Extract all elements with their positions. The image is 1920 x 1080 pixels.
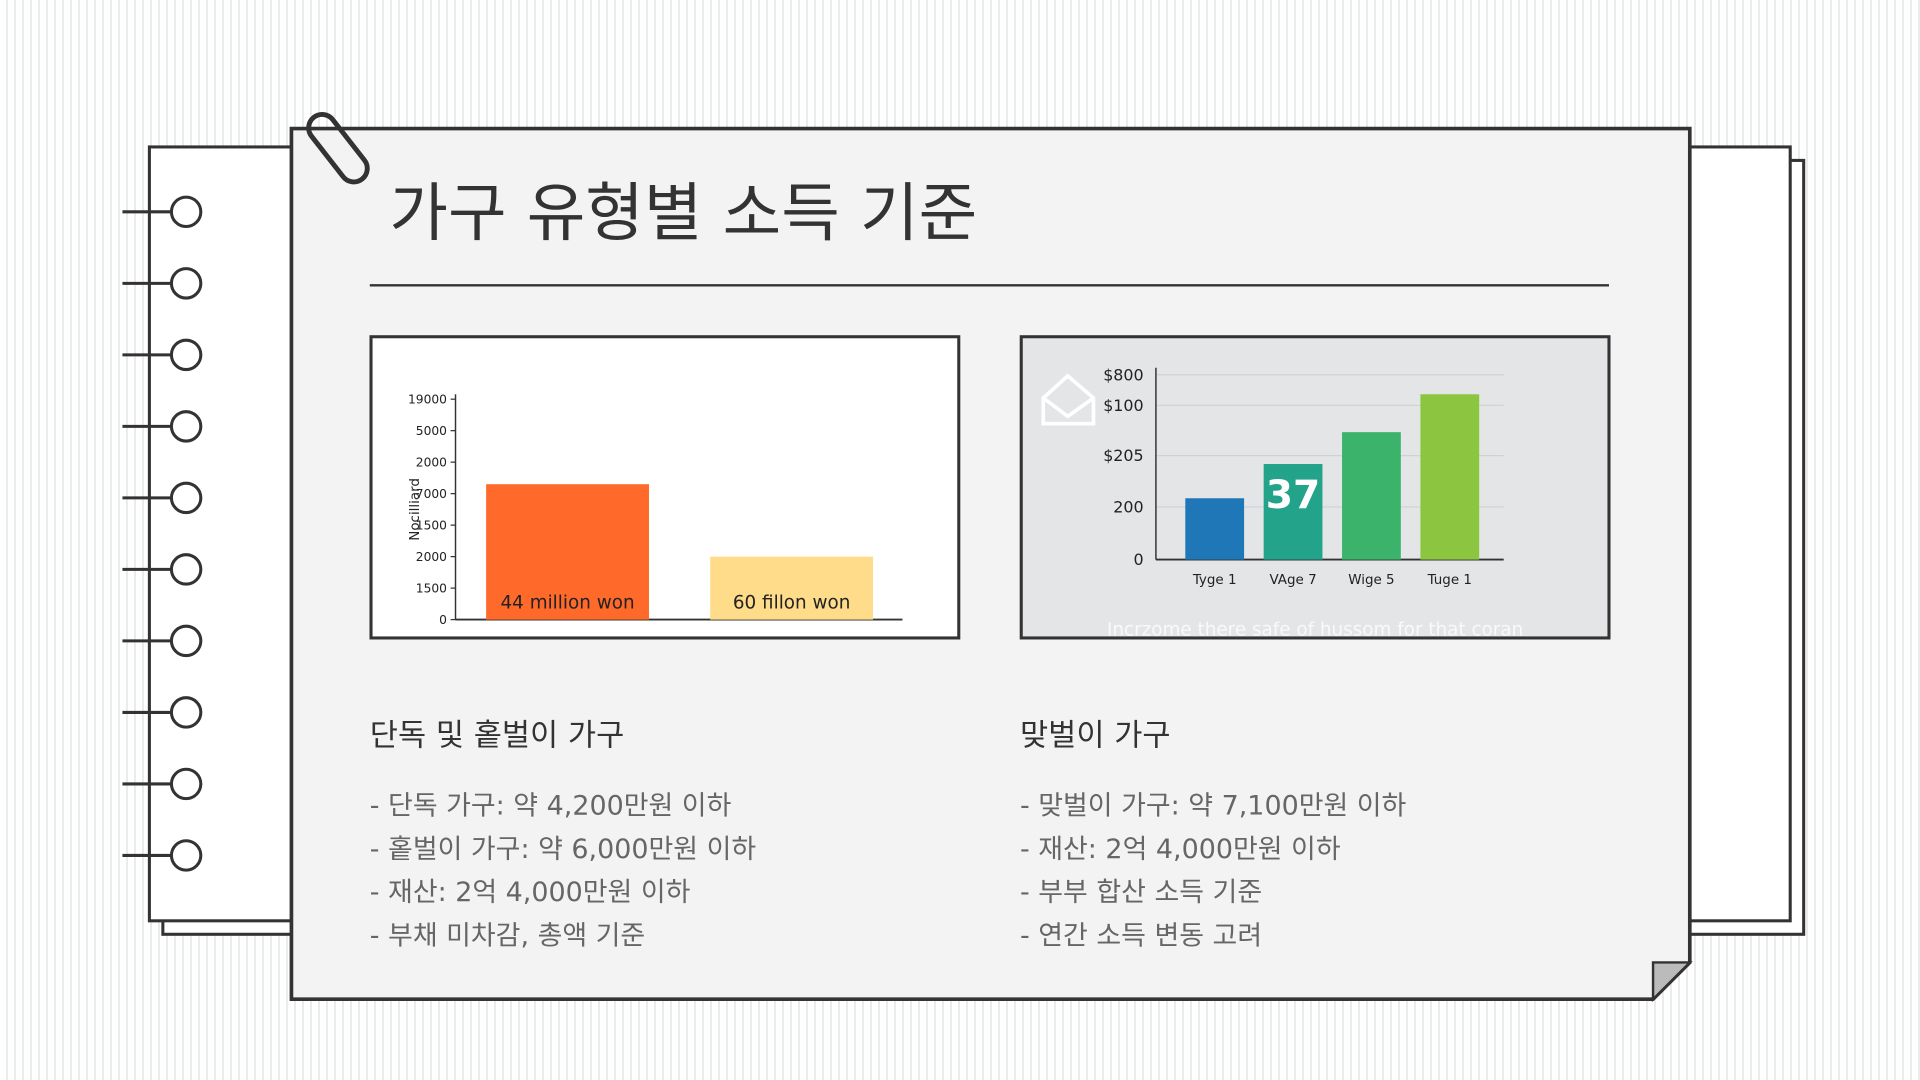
section-heading: 맞벌이 가구	[1020, 719, 1171, 754]
x-tick-label: Wige 5	[1348, 573, 1394, 588]
bullet-item: - 맞벌이 가구: 약 7,100만원 이하	[1020, 790, 1407, 821]
bullet-item: - 단독 가구: 약 4,200만원 이하	[370, 790, 732, 821]
bar	[1185, 498, 1245, 560]
bullet-item: - 재산: 2억 4,000만원 이하	[1020, 834, 1341, 865]
bar	[486, 484, 649, 620]
y-tick-label: 5000	[416, 424, 447, 438]
ring	[169, 410, 203, 443]
y-tick-label: 2000	[416, 455, 447, 469]
bar-label: 44 million won	[501, 593, 635, 614]
bar	[710, 556, 874, 620]
bar-annotation: 37	[1266, 473, 1321, 518]
ring	[169, 338, 203, 372]
x-tick-label: VAge 7	[1269, 573, 1316, 588]
x-tick-label: Tuge 1	[1427, 573, 1472, 588]
bar	[1342, 432, 1401, 560]
ring	[169, 195, 203, 229]
bullet-item: - 부부 합산 소득 기준	[1020, 877, 1262, 908]
y-tick-label: 0	[1134, 550, 1144, 569]
ring	[169, 553, 203, 586]
bar	[1420, 394, 1480, 560]
y-tick-label: 2000	[416, 550, 447, 564]
y-tick-label: 1500	[416, 581, 447, 595]
sections: 단독 및 홑벌이 가구 - 단독 가구: 약 4,200만원 이하 - 홑벌이 가구…	[370, 719, 1407, 952]
bar	[1263, 464, 1323, 560]
bullet-item: - 재산: 2억 4,000만원 이하	[370, 877, 691, 908]
bullet-item: - 연간 소득 변동 고려	[1020, 921, 1262, 952]
y-tick-label: $205	[1103, 446, 1143, 465]
y-tick-label: 0	[439, 613, 447, 627]
ring	[169, 481, 203, 515]
y-tick-label: 19000	[408, 392, 447, 406]
paperclip	[306, 111, 370, 185]
x-tick-label: Tyge 1	[1192, 573, 1237, 588]
bullet-item: - 부채 미차감, 총액 기준	[370, 921, 645, 952]
charts: 015002000150070002000500019000Nocilliard…	[408, 365, 1523, 640]
y-tick-label: 200	[1113, 498, 1143, 517]
y-axis-label: Nocilliard	[408, 478, 423, 541]
title: 가구 유형별 소득 기준	[389, 177, 977, 251]
folded-corner	[1651, 961, 1693, 1003]
ring	[169, 767, 203, 801]
ring	[169, 696, 203, 729]
ring	[169, 839, 203, 872]
y-tick-label: 7000	[416, 487, 447, 501]
bar-label: 60 fillon won	[733, 593, 851, 614]
ring	[169, 267, 203, 300]
bullet-item: - 홑벌이 가구: 약 6,000만원 이하	[370, 834, 757, 865]
section-heading: 단독 및 홑벌이 가구	[370, 719, 624, 754]
rings	[122, 195, 203, 872]
y-tick-label: $100	[1103, 396, 1143, 415]
y-tick-label: $800	[1103, 365, 1143, 384]
y-tick-label: 1500	[416, 518, 447, 532]
ring	[169, 624, 203, 658]
envelope-icon	[1041, 373, 1096, 426]
chart-caption: Incrzome there safe of hussom for that c…	[1107, 620, 1523, 641]
